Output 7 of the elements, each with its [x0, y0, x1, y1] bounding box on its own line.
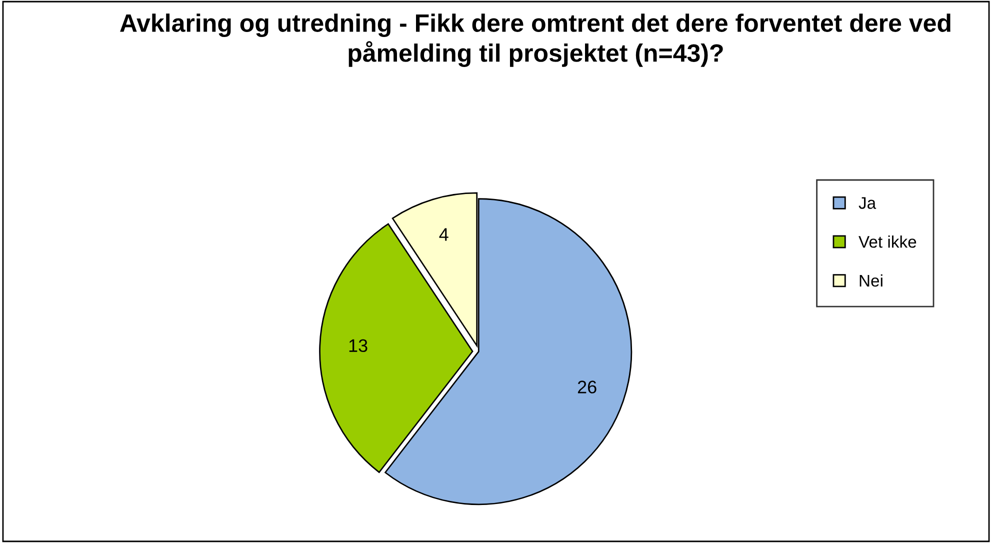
data-label: 26 [578, 380, 596, 394]
legend-label: Nei [860, 274, 882, 287]
chart-title: Avklaring og utredning - Fikk dere omtrent det dere forventet dere ved påmelding til prosjektet (n=43)? [120, 14, 950, 67]
legend-label: Ja [858, 197, 876, 209]
data-label: 4 [439, 228, 448, 241]
legend-label: Vet ikke [858, 236, 916, 248]
data-label: 13 [349, 339, 368, 352]
